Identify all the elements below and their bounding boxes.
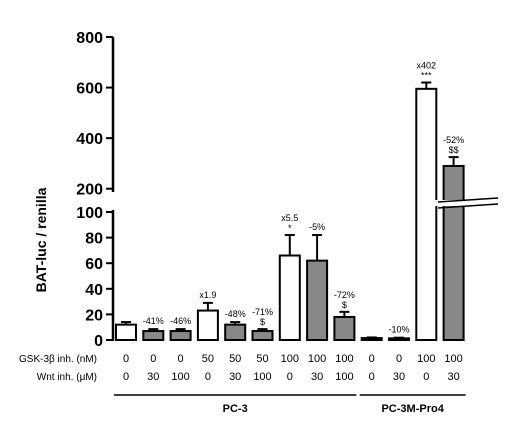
bar-annotation-label: -46% <box>170 316 191 326</box>
condition-value: 100 <box>335 353 353 365</box>
condition-value: 50 <box>256 353 268 365</box>
y-tick-label: 100 <box>76 205 103 222</box>
bar-annotation-label: -41% <box>143 316 164 326</box>
bar-annotation-label: -48% <box>225 309 246 319</box>
y-tick-label: 60 <box>85 256 103 273</box>
bar-annotation-label: -10% <box>388 325 409 335</box>
condition-value: 100 <box>281 353 299 365</box>
bar <box>115 323 137 342</box>
condition-value: 0 <box>150 353 156 365</box>
bar <box>169 330 192 342</box>
bar-annotation-label: -52% <box>443 135 464 145</box>
bar-significance-label: $$ <box>449 145 459 155</box>
bar <box>333 315 356 341</box>
y-tick-label: 0 <box>94 333 103 350</box>
bar-annotation-label: -71% <box>252 307 273 317</box>
axis-break-gap <box>420 200 510 206</box>
condition-value: 0 <box>178 353 184 365</box>
condition-value: 0 <box>369 371 375 383</box>
condition-value: 30 <box>447 371 459 383</box>
bars <box>115 81 510 342</box>
bar <box>142 330 165 342</box>
group-label: PC-3M-Pro4 <box>381 403 444 415</box>
bar <box>360 337 383 341</box>
bar-annotations: -41% -46%x1.9-48%$-71%*x5.5-5%$-72%-10%**… <box>143 61 464 335</box>
y-axis: 200 400 600 800 0 20 40 60 80 100 <box>76 30 117 350</box>
condition-value: 30 <box>229 371 241 383</box>
axis-break-mark <box>437 203 499 209</box>
condition-row-label: Wnt inh. (μM) <box>37 372 97 383</box>
bar <box>306 259 329 342</box>
bar-annotation-label: x5.5 <box>281 213 298 223</box>
axis-break-mark <box>437 197 499 203</box>
y-tick-label: 400 <box>76 131 103 148</box>
condition-value: 0 <box>123 353 129 365</box>
y-tick-label: 600 <box>76 81 103 98</box>
y-tick-label: 80 <box>85 231 103 248</box>
condition-value: 100 <box>308 353 326 365</box>
condition-value: 30 <box>393 371 405 383</box>
y-tick-label: 40 <box>85 282 103 299</box>
y-tick-label: 20 <box>85 307 103 324</box>
bar-significance-label: $ <box>260 317 265 327</box>
bar-annotation-label: x402 <box>417 61 437 71</box>
y-tick-label: 200 <box>76 182 103 199</box>
condition-value: 0 <box>287 371 293 383</box>
bar <box>442 164 465 341</box>
condition-value: 100 <box>335 371 353 383</box>
condition-value: 100 <box>444 353 462 365</box>
condition-value: 0 <box>123 371 129 383</box>
condition-value: 100 <box>171 371 189 383</box>
condition-value: 30 <box>147 371 159 383</box>
y-axis-label: BAT-luc / renilla <box>33 187 49 292</box>
condition-value: 50 <box>202 353 214 365</box>
bar <box>278 254 301 342</box>
condition-value: 0 <box>396 353 402 365</box>
bar-annotation-label: -72% <box>334 290 355 300</box>
condition-table: GSK-3β inh. (nM) 0 0 0 50 50 50 100 100 100 0 0 100 1… <box>19 353 466 415</box>
condition-value: 100 <box>253 371 271 383</box>
bar-significance-label: $ <box>342 300 347 310</box>
condition-value: 0 <box>423 371 429 383</box>
condition-value: 50 <box>229 353 241 365</box>
condition-value: 0 <box>369 353 375 365</box>
bar-significance-label: * <box>288 223 292 233</box>
bar <box>415 87 438 342</box>
group-label: PC-3 <box>223 403 248 415</box>
bar <box>224 323 247 342</box>
y-tick-label: 800 <box>76 30 103 47</box>
condition-value: 100 <box>417 353 435 365</box>
condition-value: 0 <box>205 371 211 383</box>
bar <box>251 330 274 342</box>
bar <box>388 337 410 341</box>
axis-break-gap <box>109 194 117 208</box>
bar-annotation-label: x1.9 <box>199 290 216 300</box>
condition-row-label: GSK-3β inh. (nM) <box>19 354 97 365</box>
bar-significance-label: *** <box>421 71 432 81</box>
bar <box>196 309 219 341</box>
bar-annotation-label: -5% <box>309 222 325 232</box>
condition-value: 30 <box>311 371 323 383</box>
